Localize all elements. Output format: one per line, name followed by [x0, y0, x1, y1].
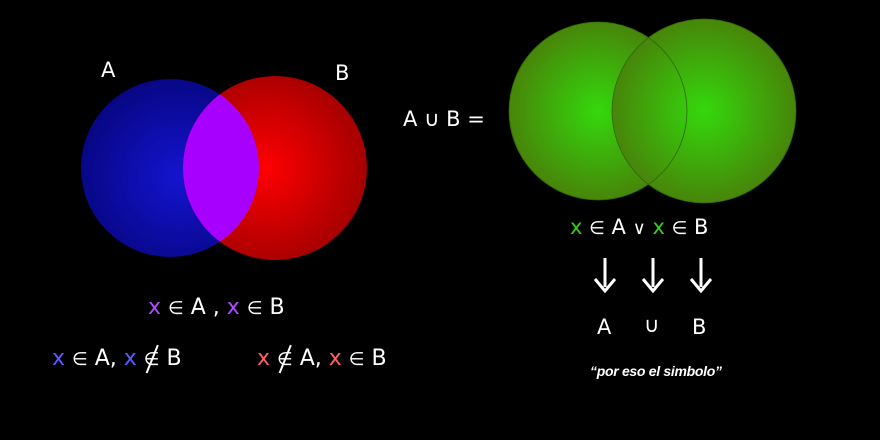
set-b: B: [693, 215, 709, 239]
set-a: A: [190, 295, 206, 320]
element-x: x: [652, 215, 665, 239]
element-of-symbol: ∈: [589, 218, 605, 239]
element-x: x: [123, 346, 137, 371]
element-of-symbol: ∈: [72, 349, 88, 370]
set-b: B: [446, 107, 461, 131]
element-x: x: [328, 346, 342, 371]
element-of-symbol: ∈: [671, 218, 688, 239]
or-statement: x ∈ A ∨ x ∈ B: [570, 217, 708, 238]
only-b-statement: x ∈ A, x ∈ B: [257, 344, 387, 374]
result-b: B: [692, 315, 707, 339]
set-a: A,: [299, 346, 322, 371]
result-a: A: [597, 315, 612, 339]
element-x: x: [226, 295, 240, 320]
element-of-symbol: ∈: [168, 298, 184, 319]
set-b: B: [269, 295, 285, 320]
intersection-statement: x ∈ A , x ∈ B: [148, 297, 285, 319]
logical-or-symbol: ∨: [632, 218, 646, 239]
intersection-region: [183, 79, 259, 257]
set-a: A: [403, 107, 418, 131]
set-a: A,: [94, 346, 117, 371]
element-of-symbol: ∈: [246, 298, 263, 319]
element-x: x: [257, 346, 271, 371]
equals-sign: =: [467, 107, 485, 131]
element-x: x: [148, 295, 162, 320]
union-outline-b: [611, 18, 797, 204]
symbol-note: “por eso el simbolo”: [590, 363, 722, 379]
set-b-label: B: [335, 61, 350, 85]
comma: ,: [212, 295, 220, 320]
down-arrow-icon: [689, 258, 713, 293]
union-circle-b: [612, 19, 796, 203]
down-arrow-icon: [641, 258, 665, 293]
set-a: A: [611, 215, 626, 239]
element-x: x: [52, 346, 66, 371]
union-outline-a: [508, 21, 688, 201]
element-of-symbol: ∈: [348, 349, 365, 370]
result-union-symbol: ∪: [644, 313, 660, 337]
union-symbol: ∪: [424, 107, 440, 131]
set-b: B: [166, 346, 182, 371]
not-element-of-symbol: ∈: [144, 344, 159, 374]
set-b: B: [371, 346, 387, 371]
down-arrow-icon: [593, 258, 617, 293]
only-a-statement: x ∈ A, x ∈ B: [52, 344, 182, 374]
element-x: x: [570, 215, 583, 239]
set-a-label: A: [101, 58, 116, 82]
union-equation: A ∪ B =: [403, 109, 485, 130]
not-element-of-symbol: ∈: [277, 344, 293, 374]
